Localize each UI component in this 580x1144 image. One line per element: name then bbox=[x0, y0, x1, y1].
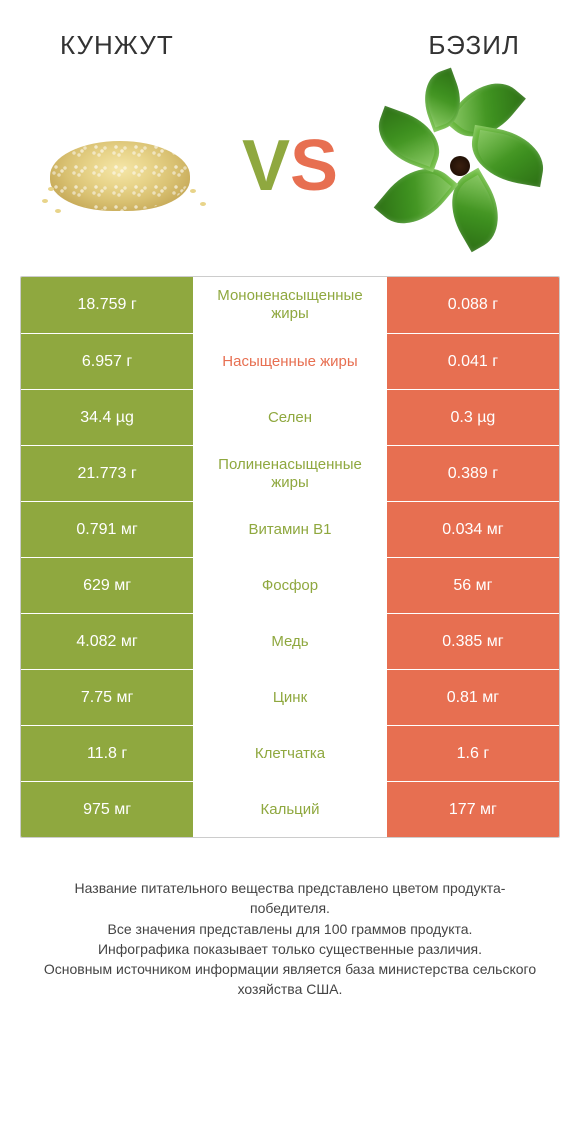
footer-line: Инфографика показывает только существенн… bbox=[35, 939, 545, 959]
nutrient-row: 18.759 гМононенасыщенные жиры0.088 г bbox=[21, 277, 559, 333]
sesame-image bbox=[40, 86, 200, 246]
left-product-title: КУНЖУТ bbox=[60, 30, 174, 61]
right-value: 0.034 мг bbox=[387, 502, 559, 557]
vs-v: V bbox=[242, 126, 290, 206]
nutrient-name: Клетчатка bbox=[193, 726, 387, 781]
nutrient-row: 975 мгКальций177 мг bbox=[21, 781, 559, 837]
nutrient-row: 11.8 гКлетчатка1.6 г bbox=[21, 725, 559, 781]
left-value: 6.957 г bbox=[21, 334, 193, 389]
footer-line: Название питательного вещества представл… bbox=[35, 878, 545, 919]
nutrient-table: 18.759 гМононенасыщенные жиры0.088 г6.95… bbox=[20, 276, 560, 838]
nutrient-name: Полиненасыщенные жиры bbox=[193, 446, 387, 501]
left-value: 4.082 мг bbox=[21, 614, 193, 669]
vs-label: VS bbox=[242, 125, 338, 207]
nutrient-row: 21.773 гПолиненасыщенные жиры0.389 г bbox=[21, 445, 559, 501]
nutrient-row: 7.75 мгЦинк0.81 мг bbox=[21, 669, 559, 725]
right-value: 177 мг bbox=[387, 782, 559, 837]
right-value: 0.389 г bbox=[387, 446, 559, 501]
footer-line: Все значения представлены для 100 граммо… bbox=[35, 919, 545, 939]
title-row: КУНЖУТ БЭЗИЛ bbox=[20, 30, 560, 61]
footer-line: Основным источником информации является … bbox=[35, 959, 545, 1000]
footer-notes: Название питательного вещества представл… bbox=[20, 838, 560, 1000]
nutrient-name: Мононенасыщенные жиры bbox=[193, 277, 387, 333]
nutrient-name: Кальций bbox=[193, 782, 387, 837]
left-value: 0.791 мг bbox=[21, 502, 193, 557]
nutrient-name: Цинк bbox=[193, 670, 387, 725]
nutrient-name: Селен bbox=[193, 390, 387, 445]
left-value: 975 мг bbox=[21, 782, 193, 837]
nutrient-row: 629 мгФосфор56 мг bbox=[21, 557, 559, 613]
basil-image bbox=[380, 86, 540, 246]
left-value: 21.773 г bbox=[21, 446, 193, 501]
hero-row: VS bbox=[20, 86, 560, 246]
nutrient-name: Медь bbox=[193, 614, 387, 669]
left-value: 11.8 г bbox=[21, 726, 193, 781]
right-value: 0.385 мг bbox=[387, 614, 559, 669]
infographic-container: КУНЖУТ БЭЗИЛ VS bbox=[0, 0, 580, 1020]
nutrient-row: 4.082 мгМедь0.385 мг bbox=[21, 613, 559, 669]
left-value: 18.759 г bbox=[21, 277, 193, 333]
vs-s: S bbox=[290, 126, 338, 206]
nutrient-row: 6.957 гНасыщенные жиры0.041 г bbox=[21, 333, 559, 389]
right-value: 56 мг bbox=[387, 558, 559, 613]
right-value: 0.81 мг bbox=[387, 670, 559, 725]
right-value: 0.3 µg bbox=[387, 390, 559, 445]
nutrient-name: Насыщенные жиры bbox=[193, 334, 387, 389]
left-value: 34.4 µg bbox=[21, 390, 193, 445]
nutrient-name: Витамин B1 bbox=[193, 502, 387, 557]
right-value: 0.041 г bbox=[387, 334, 559, 389]
nutrient-row: 0.791 мгВитамин B10.034 мг bbox=[21, 501, 559, 557]
right-product-title: БЭЗИЛ bbox=[428, 30, 520, 61]
left-value: 7.75 мг bbox=[21, 670, 193, 725]
left-value: 629 мг bbox=[21, 558, 193, 613]
nutrient-name: Фосфор bbox=[193, 558, 387, 613]
right-value: 1.6 г bbox=[387, 726, 559, 781]
nutrient-row: 34.4 µgСелен0.3 µg bbox=[21, 389, 559, 445]
right-value: 0.088 г bbox=[387, 277, 559, 333]
